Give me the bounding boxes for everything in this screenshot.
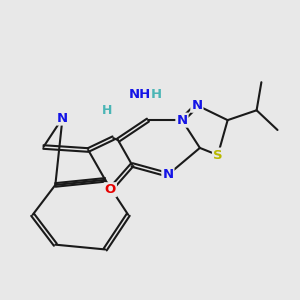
- Text: NH: NH: [128, 88, 151, 101]
- Text: H: H: [151, 88, 162, 101]
- Text: O: O: [105, 183, 116, 196]
- Text: H: H: [102, 104, 112, 117]
- Text: S: S: [213, 148, 223, 162]
- Text: N: N: [57, 112, 68, 124]
- Text: N: N: [191, 99, 203, 112]
- Text: N: N: [176, 114, 188, 127]
- Text: N: N: [162, 168, 173, 181]
